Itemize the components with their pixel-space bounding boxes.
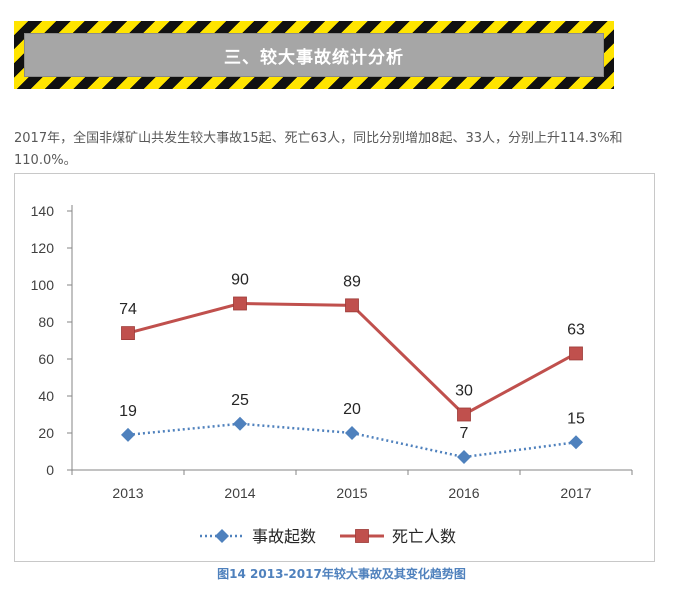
data-point bbox=[345, 426, 359, 440]
section-banner-plate: 三、较大事故统计分析 bbox=[24, 33, 604, 77]
data-point bbox=[121, 427, 135, 442]
data-label: 90 bbox=[231, 272, 249, 289]
data-label: 15 bbox=[567, 410, 585, 427]
legend-label-2: 死亡人数 bbox=[392, 528, 456, 546]
intro-paragraph: 2017年，全国非煤矿山共发生较大事故15起、死亡63人，同比分别增加8起、33… bbox=[14, 131, 623, 168]
legend-marker-1 bbox=[215, 529, 229, 543]
y-tick-label: 20 bbox=[38, 425, 54, 441]
data-point bbox=[457, 407, 471, 422]
data-point bbox=[457, 450, 471, 465]
y-tick-label: 0 bbox=[46, 462, 54, 478]
x-tick-label: 2015 bbox=[336, 485, 367, 501]
x-tick-label: 2016 bbox=[448, 485, 479, 501]
x-tick-label: 2013 bbox=[112, 485, 143, 501]
data-label: 74 bbox=[119, 301, 137, 318]
data-point bbox=[121, 326, 135, 341]
legend-label-1: 事故起数 bbox=[252, 528, 316, 546]
y-tick-label: 60 bbox=[38, 351, 54, 367]
data-label: 20 bbox=[343, 401, 361, 418]
figure-caption: 图14 2013-2017年较大事故及其变化趋势图 bbox=[217, 567, 466, 581]
x-tick-label: 2017 bbox=[560, 485, 591, 501]
data-label: 7 bbox=[460, 425, 469, 442]
series-line-1 bbox=[127, 422, 577, 459]
data-label: 19 bbox=[119, 403, 137, 420]
data-point bbox=[345, 298, 359, 313]
legend-marker-2 bbox=[355, 529, 369, 543]
data-point bbox=[569, 435, 583, 450]
data-label: 25 bbox=[231, 392, 249, 409]
y-tick-label: 100 bbox=[31, 277, 55, 293]
y-tick-label: 120 bbox=[31, 240, 55, 256]
data-point bbox=[233, 296, 247, 311]
x-tick-label: 2014 bbox=[224, 485, 255, 501]
section-title: 三、较大事故统计分析 bbox=[224, 47, 404, 68]
data-point bbox=[569, 346, 583, 361]
y-tick-label: 40 bbox=[38, 388, 54, 404]
y-tick-label: 80 bbox=[38, 314, 54, 330]
y-tick-label: 140 bbox=[31, 203, 55, 219]
data-point bbox=[233, 416, 247, 431]
data-label: 63 bbox=[567, 321, 585, 338]
data-label: 30 bbox=[455, 383, 473, 400]
series-line-2 bbox=[127, 301, 577, 417]
section-banner: 三、较大事故统计分析 bbox=[14, 21, 614, 89]
data-label: 89 bbox=[343, 273, 361, 290]
